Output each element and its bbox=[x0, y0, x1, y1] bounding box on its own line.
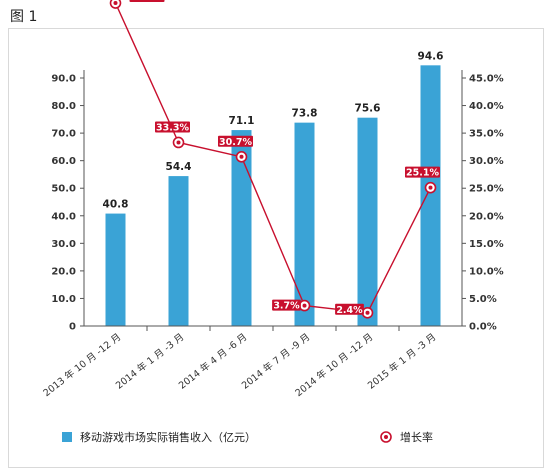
x-axis-tick: 2013 年 10 月 -12 月 bbox=[41, 331, 124, 399]
bar-value-label: 73.8 bbox=[292, 108, 318, 120]
bar bbox=[357, 117, 378, 327]
growth-label-bg bbox=[272, 299, 301, 311]
right-axis-tick: 15.0% bbox=[469, 239, 504, 250]
left-axis-tick: 60.0 bbox=[51, 156, 76, 167]
left-axis-tick: 10.0 bbox=[51, 294, 76, 305]
left-axis-tick: 90.0 bbox=[51, 74, 76, 85]
bar bbox=[105, 213, 126, 326]
growth-label-bg bbox=[405, 166, 440, 178]
growth-value-label: 3.7% bbox=[273, 301, 300, 312]
right-axis-tick: 20.0% bbox=[469, 211, 504, 222]
bar-value-label: 94.6 bbox=[418, 50, 444, 62]
bar-value-label: 71.1 bbox=[229, 115, 255, 127]
x-axis-tick: 2015 年 1 月 -3 月 bbox=[365, 331, 438, 392]
right-axis-tick: 40.0% bbox=[469, 101, 504, 112]
right-axis-tick: 30.0% bbox=[469, 156, 504, 167]
figure-label: 图 1 bbox=[10, 9, 38, 25]
left-axis-tick: 80.0 bbox=[51, 101, 76, 112]
growth-value-label: 25.1% bbox=[406, 168, 439, 179]
growth-marker-dot bbox=[365, 310, 370, 315]
chart-frame bbox=[8, 28, 544, 468]
bar-value-label: 75.6 bbox=[355, 103, 381, 115]
left-axis-tick: 50.0 bbox=[51, 184, 76, 195]
right-axis-tick: 5.0% bbox=[469, 294, 497, 305]
bar bbox=[231, 130, 252, 326]
left-axis-tick: 70.0 bbox=[51, 129, 76, 140]
bar-value-label: 40.8 bbox=[103, 199, 129, 211]
growth-value-label: 30.7% bbox=[219, 137, 252, 148]
growth-label-bg bbox=[218, 135, 253, 147]
x-axis-tick: 2014 年 4 月 -6 月 bbox=[176, 331, 249, 392]
bar-value-label: 54.4 bbox=[166, 161, 192, 173]
right-axis-tick: 10.0% bbox=[469, 266, 504, 277]
right-axis-tick: 45.0% bbox=[469, 74, 504, 85]
legend-line-marker-dot bbox=[384, 435, 388, 439]
growth-value-label: 33.3% bbox=[156, 122, 189, 133]
legend-bar-label: 移动游戏市场实际销售收入（亿元） bbox=[80, 430, 256, 444]
growth-value-label: 2.4% bbox=[336, 305, 363, 316]
left-axis-tick: 40.0 bbox=[51, 211, 76, 222]
left-axis-tick: 30.0 bbox=[51, 239, 76, 250]
right-axis-tick: 35.0% bbox=[469, 129, 504, 140]
legend-line-label: 增长率 bbox=[400, 430, 433, 444]
growth-label-bg bbox=[335, 303, 364, 315]
growth-marker-dot bbox=[428, 185, 433, 190]
growth-label-bg bbox=[155, 121, 190, 133]
growth-marker-dot bbox=[176, 140, 181, 145]
bar bbox=[294, 122, 315, 326]
bar bbox=[168, 176, 189, 326]
growth-label-bg bbox=[129, 0, 165, 3]
growth-marker-dot bbox=[239, 154, 244, 159]
growth-line bbox=[114, 2, 432, 314]
growth-value-label: 58.6% bbox=[131, 0, 164, 3]
x-axis-tick: 2014 年 7 月 -9 月 bbox=[239, 331, 312, 392]
growth-marker-dot bbox=[302, 303, 307, 308]
right-axis-tick: 0.0% bbox=[469, 322, 497, 333]
left-axis-tick: 20.0 bbox=[51, 266, 76, 277]
right-axis-tick: 25.0% bbox=[469, 184, 504, 195]
legend-bar-swatch bbox=[62, 432, 72, 442]
x-axis-tick: 2014 年 1 月 -3 月 bbox=[113, 331, 186, 392]
left-axis-tick: 0 bbox=[69, 322, 76, 333]
growth-marker-dot bbox=[113, 1, 118, 6]
bar bbox=[420, 65, 441, 326]
